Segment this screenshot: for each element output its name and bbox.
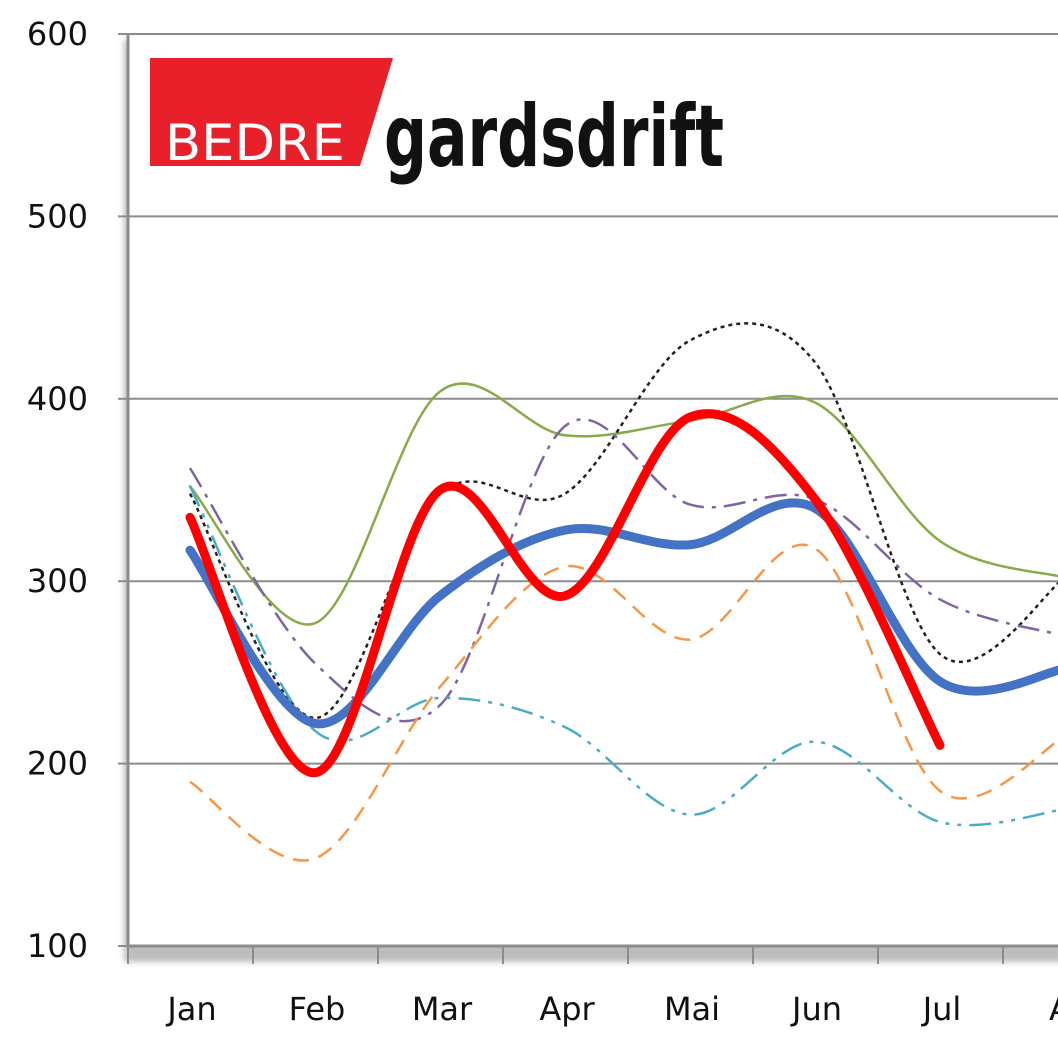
series-7-teal-dashdotdot-line — [188, 485, 1058, 827]
logo-gardsdrift-text: gardsdrift — [384, 87, 724, 187]
x-tick-label-feb: Feb — [289, 990, 346, 1028]
y-tick-label: 400 — [27, 380, 88, 418]
plot-area — [128, 34, 1058, 946]
logo-red-block — [150, 58, 393, 166]
y-tick-label: 500 — [27, 197, 88, 235]
x-tick-label-jul: Jul — [921, 990, 962, 1028]
gridlines — [128, 33, 1058, 765]
x-tick-label-apr: Apr — [539, 990, 595, 1028]
series-3-green-line — [188, 382, 1058, 626]
series-lines — [185, 322, 1058, 862]
x-tick-label-aug: A — [1049, 990, 1058, 1028]
series-2-red-thick-line — [185, 409, 945, 778]
x-tick-label-mar: Mar — [412, 990, 473, 1028]
logo-bedre-text: BEDRE — [165, 114, 345, 172]
y-tick-label: 100 — [27, 927, 88, 965]
y-tick-label: 600 — [27, 15, 88, 53]
x-tick-label-jun: Jun — [790, 990, 842, 1028]
series-4-black-dotted-line — [188, 322, 1058, 720]
x-tick-label-mai: Mai — [664, 990, 720, 1028]
axes: 100 200 300 400 500 600 Jan Feb Mar Apr Mai Jun Jul A — [27, 15, 1058, 1028]
series-6-orange-dashed-line — [189, 543, 1058, 862]
bedre-gardsdrift-logo: BEDRE gardsdrift — [150, 58, 724, 187]
x-tick-label-jan: Jan — [165, 990, 216, 1028]
y-tick-label: 300 — [27, 562, 88, 600]
y-tick-label: 200 — [27, 745, 88, 783]
